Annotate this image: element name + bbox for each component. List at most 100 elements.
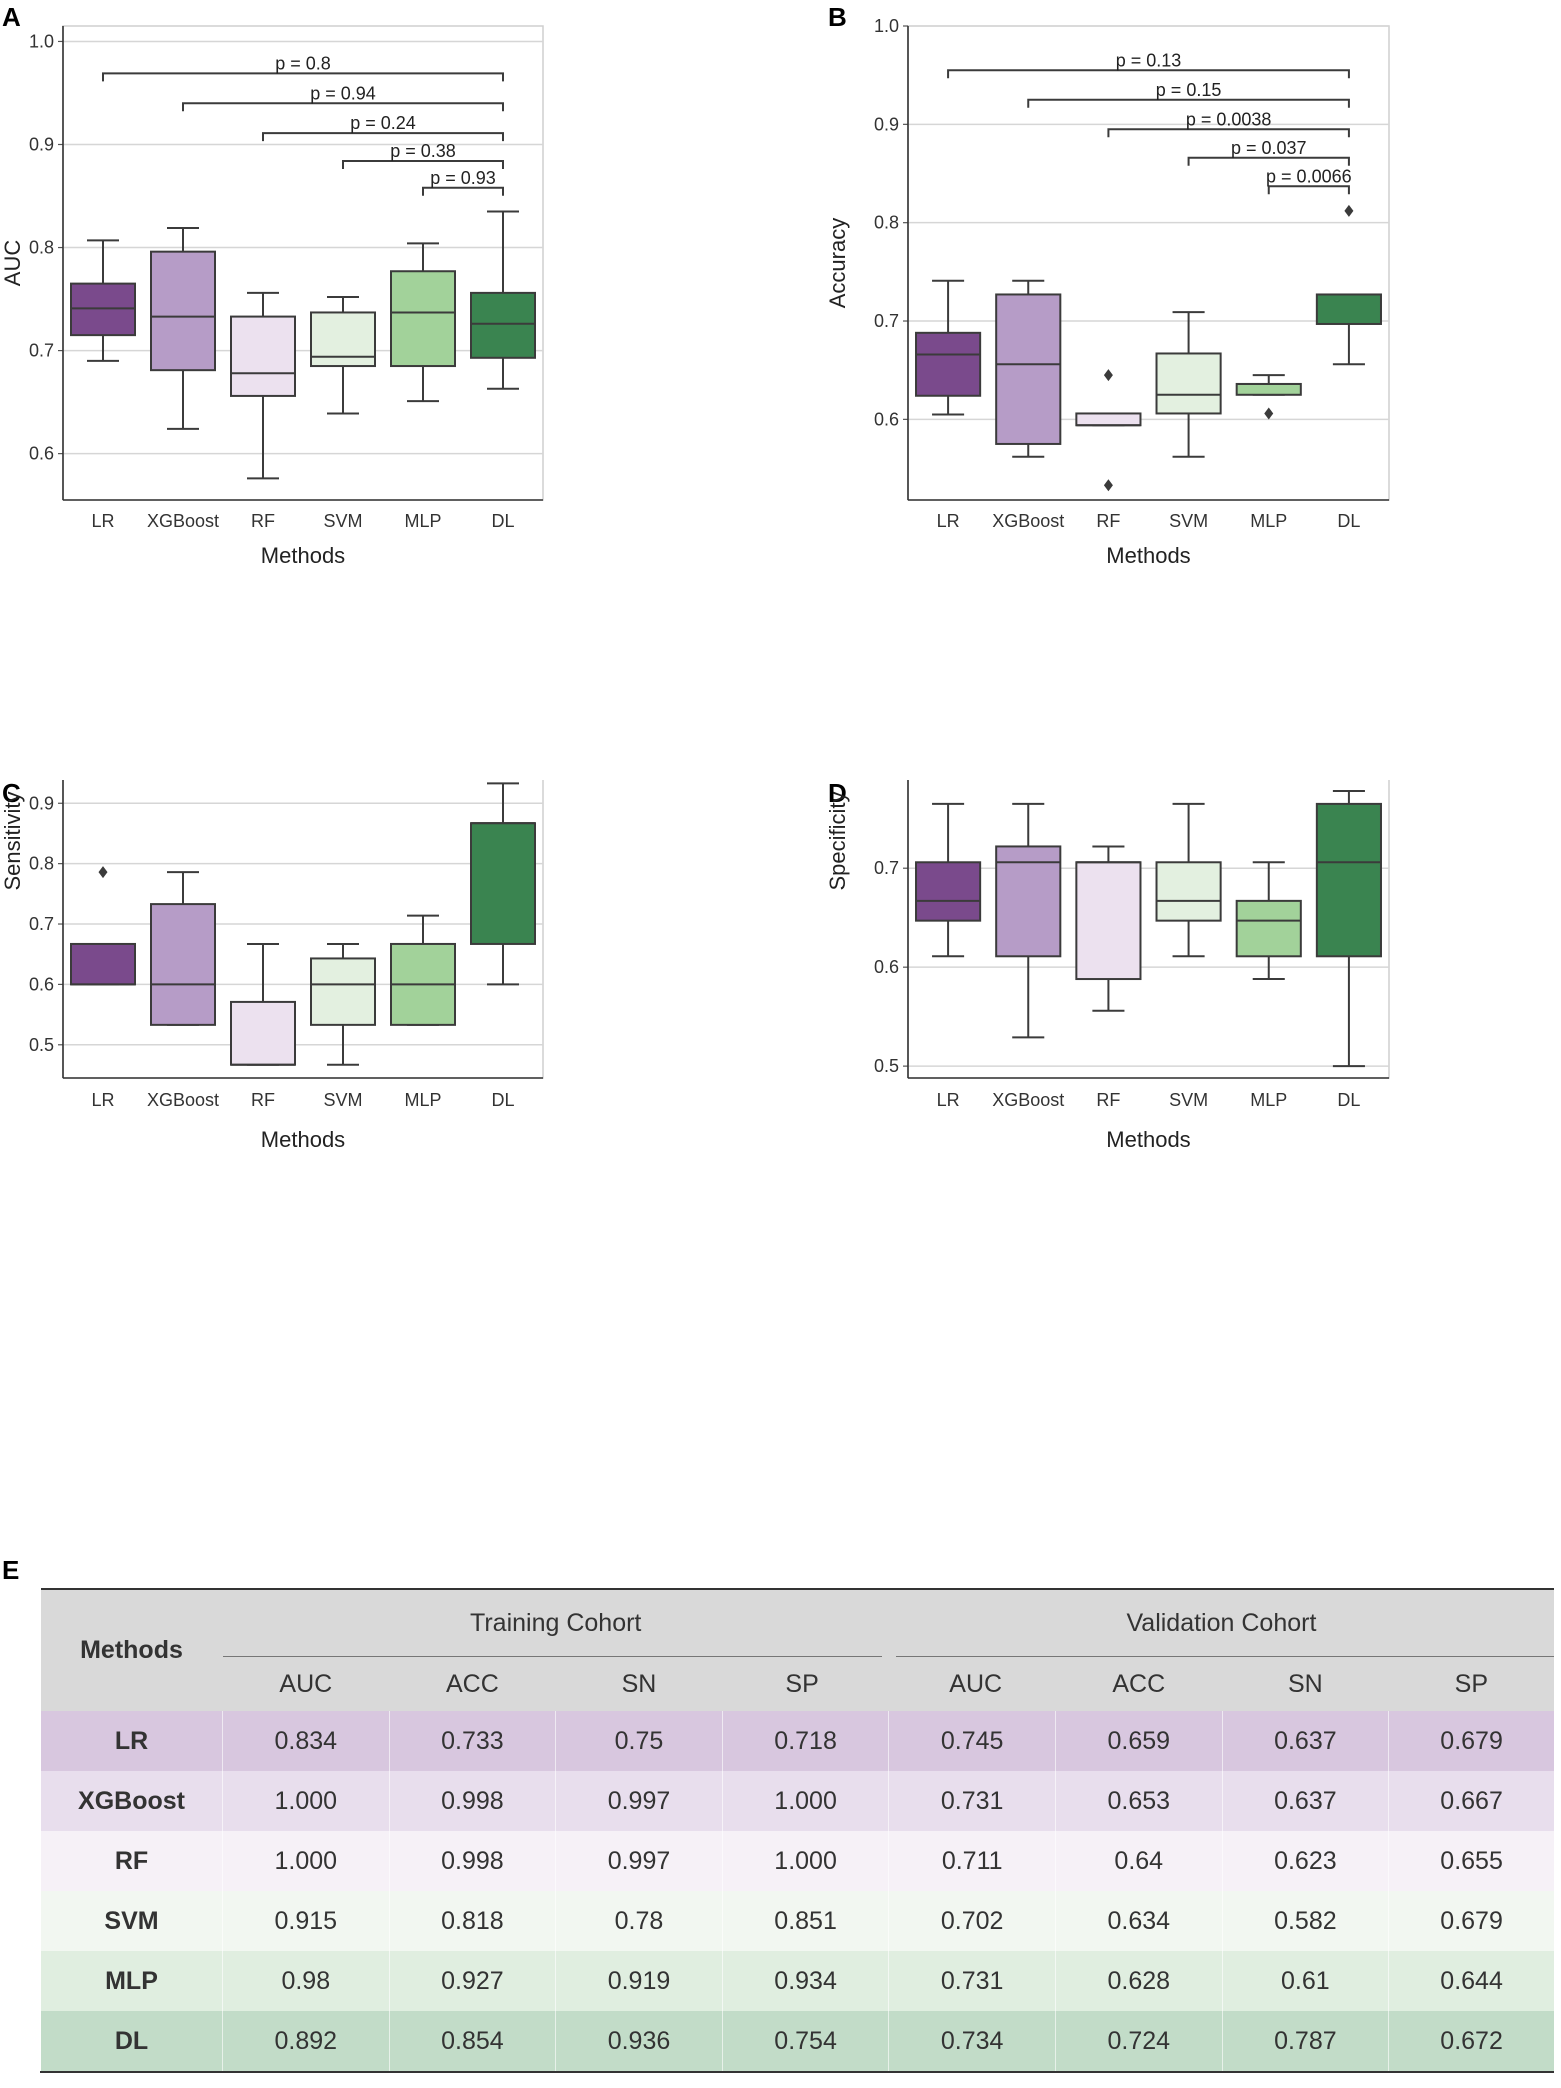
bracket-line bbox=[1267, 185, 1350, 195]
table-cell: 0.851 bbox=[721, 1891, 889, 1951]
x-axis-label: Methods bbox=[1106, 543, 1190, 568]
comparison-bracket: p = 0.8 bbox=[102, 53, 504, 82]
p-value-label: p = 0.38 bbox=[390, 141, 456, 161]
box-rf bbox=[230, 291, 296, 480]
box-dl bbox=[470, 210, 536, 390]
bracket-line bbox=[342, 159, 504, 169]
row-method-label: RF bbox=[40, 1831, 223, 1891]
box-dl bbox=[1315, 790, 1382, 1068]
table-cell: 0.655 bbox=[1388, 1831, 1554, 1891]
box-lr bbox=[915, 279, 982, 416]
table-cell: 0.733 bbox=[388, 1711, 556, 1771]
y-tick-label: 0.6 bbox=[874, 409, 899, 429]
box-body bbox=[150, 250, 216, 372]
table-row: SVM 0.915 0.818 0.78 0.851 0.702 0.634 0.582 0.6… bbox=[40, 1891, 1554, 1951]
box-dl bbox=[470, 782, 536, 986]
table-cell: 1.000 bbox=[222, 1771, 390, 1831]
y-tick-label: 0.8 bbox=[874, 213, 899, 233]
x-tick-label: XGBoost bbox=[147, 511, 219, 531]
table-cell: 0.711 bbox=[888, 1831, 1056, 1891]
results-table-container: Methods Training Cohort Validation Cohor… bbox=[40, 1588, 1554, 2073]
box-svm bbox=[1155, 802, 1222, 958]
box-lr bbox=[70, 866, 136, 986]
y-tick-label: 0.9 bbox=[29, 135, 54, 155]
y-tick-label: 0.7 bbox=[874, 311, 899, 331]
y-axis-label: AUC bbox=[0, 240, 25, 287]
header-metric-sp: SP bbox=[722, 1656, 889, 1711]
box-body bbox=[70, 942, 136, 986]
y-tick-label: 0.9 bbox=[29, 793, 54, 813]
panel-letter-d: D bbox=[828, 778, 847, 808]
box-plot-specificity: 0.50.60.70.80.9LRXGBoostRFSVMMLPDLMethod… bbox=[825, 780, 1390, 1152]
table-cell: 0.997 bbox=[555, 1771, 723, 1831]
bracket-line bbox=[1187, 156, 1350, 166]
table-cell: 0.637 bbox=[1221, 1711, 1389, 1771]
table-cell: 0.818 bbox=[388, 1891, 556, 1951]
x-tick-label: DL bbox=[491, 511, 514, 531]
row-method-label: XGBoost bbox=[40, 1771, 223, 1831]
box-body bbox=[390, 270, 456, 368]
box-body bbox=[230, 1000, 296, 1066]
comparison-bracket: p = 0.13 bbox=[947, 50, 1350, 79]
table-cell: 0.672 bbox=[1388, 2011, 1554, 2072]
y-tick-label: 0.6 bbox=[29, 444, 54, 464]
comparison-bracket: p = 0.24 bbox=[262, 113, 504, 142]
comparison-bracket: p = 0.94 bbox=[182, 83, 504, 112]
table-cell: 0.754 bbox=[721, 2011, 889, 2072]
table-cell: 0.834 bbox=[222, 1711, 390, 1771]
table-row: DL 0.892 0.854 0.936 0.754 0.734 0.724 0.787 0.6… bbox=[40, 2011, 1554, 2072]
box-body bbox=[1075, 861, 1142, 981]
header-metric-acc: ACC bbox=[389, 1656, 556, 1711]
p-value-label: p = 0.24 bbox=[350, 113, 416, 133]
panel-letter-e: E bbox=[2, 1555, 20, 1585]
table-cell: 0.734 bbox=[888, 2011, 1056, 2072]
box-rf bbox=[1075, 845, 1142, 1012]
table-row: MLP 0.98 0.927 0.919 0.934 0.731 0.628 0.61 0.64… bbox=[40, 1951, 1554, 2011]
x-axis-label: Methods bbox=[261, 1127, 345, 1152]
table-cell: 0.98 bbox=[222, 1951, 390, 2011]
panel-letter-c: C bbox=[2, 778, 21, 808]
p-value-label: p = 0.13 bbox=[1116, 50, 1182, 70]
box-dl bbox=[1315, 204, 1382, 366]
table-cell: 0.745 bbox=[888, 1711, 1056, 1771]
header-training-cohort: Training Cohort bbox=[222, 1589, 889, 1657]
bracket-line bbox=[1107, 128, 1350, 138]
box-body bbox=[310, 311, 376, 368]
bracket-line bbox=[262, 132, 504, 142]
box-plot-sensitivity: 0.50.60.70.80.91.01.11.2LRXGBoostRFSVMML… bbox=[0, 780, 544, 1152]
box-rf bbox=[1075, 369, 1142, 492]
x-axis-label: Methods bbox=[1106, 1127, 1190, 1152]
y-tick-label: 0.7 bbox=[29, 341, 54, 361]
comparison-bracket: p = 0.93 bbox=[422, 168, 504, 196]
p-value-label: p = 0.037 bbox=[1231, 138, 1307, 158]
y-tick-label: 1.0 bbox=[874, 16, 899, 36]
p-value-label: p = 0.0066 bbox=[1266, 166, 1352, 186]
box-svm bbox=[1155, 311, 1222, 458]
outlier-point bbox=[1103, 479, 1113, 492]
box-svm bbox=[310, 942, 376, 1066]
x-tick-label: RF bbox=[251, 1090, 275, 1110]
x-tick-label: SVM bbox=[323, 511, 362, 531]
x-axis-label: Methods bbox=[261, 543, 345, 568]
table-cell: 0.628 bbox=[1054, 1951, 1223, 2011]
box-body bbox=[1235, 899, 1302, 958]
comparison-bracket: p = 0.037 bbox=[1187, 138, 1350, 166]
y-axis-label: Specificity bbox=[825, 791, 850, 890]
x-tick-label: RF bbox=[1096, 511, 1120, 531]
outlier-point bbox=[98, 866, 108, 879]
box-xgboost bbox=[995, 279, 1062, 458]
bracket-line bbox=[102, 72, 504, 82]
plot-frame bbox=[907, 25, 1390, 501]
comparison-bracket: p = 0.38 bbox=[342, 141, 504, 169]
table-cell: 0.634 bbox=[1054, 1891, 1223, 1951]
table-cell: 0.998 bbox=[388, 1831, 556, 1891]
p-value-label: p = 0.0038 bbox=[1186, 109, 1272, 129]
panel-letter-b: B bbox=[828, 2, 847, 32]
table-cell: 0.61 bbox=[1221, 1951, 1389, 2011]
y-tick-label: 0.7 bbox=[874, 858, 899, 878]
x-tick-label: MLP bbox=[404, 1090, 441, 1110]
p-value-label: p = 0.94 bbox=[310, 83, 376, 103]
box-body bbox=[995, 845, 1062, 958]
table-cell: 0.679 bbox=[1388, 1891, 1554, 1951]
bracket-line bbox=[422, 186, 504, 196]
